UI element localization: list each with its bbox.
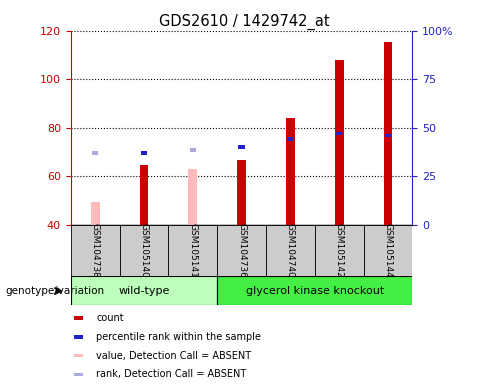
Text: GSM105141: GSM105141 bbox=[188, 223, 197, 278]
Bar bbox=[384, 41, 392, 225]
Text: glycerol kinase knockout: glycerol kinase knockout bbox=[245, 286, 384, 296]
Bar bbox=[74, 335, 83, 339]
Bar bbox=[71, 225, 120, 276]
Bar bbox=[74, 372, 83, 376]
Bar bbox=[239, 145, 244, 149]
Text: rank, Detection Call = ABSENT: rank, Detection Call = ABSENT bbox=[97, 369, 246, 379]
Bar bbox=[217, 225, 266, 276]
Text: GSM105142: GSM105142 bbox=[335, 223, 344, 278]
Bar bbox=[385, 134, 391, 137]
Bar bbox=[336, 132, 342, 135]
Bar bbox=[74, 354, 83, 357]
Bar bbox=[286, 118, 295, 225]
Bar bbox=[217, 276, 412, 305]
Bar bbox=[141, 151, 147, 155]
Text: GSM104738: GSM104738 bbox=[91, 223, 100, 278]
Bar bbox=[287, 137, 293, 141]
Bar bbox=[92, 151, 98, 155]
Text: genotype/variation: genotype/variation bbox=[5, 286, 104, 296]
Bar bbox=[140, 165, 148, 225]
Text: GSM105144: GSM105144 bbox=[384, 223, 392, 278]
Text: value, Detection Call = ABSENT: value, Detection Call = ABSENT bbox=[97, 351, 251, 361]
Text: percentile rank within the sample: percentile rank within the sample bbox=[97, 332, 262, 342]
Bar bbox=[71, 276, 217, 305]
Text: wild-type: wild-type bbox=[118, 286, 170, 296]
Bar bbox=[91, 202, 100, 225]
Text: GDS2610 / 1429742_at: GDS2610 / 1429742_at bbox=[159, 13, 329, 30]
Bar bbox=[168, 225, 217, 276]
Bar bbox=[120, 225, 168, 276]
Bar bbox=[315, 225, 364, 276]
Text: count: count bbox=[97, 313, 124, 323]
Text: GSM105140: GSM105140 bbox=[140, 223, 148, 278]
Bar bbox=[364, 225, 412, 276]
Text: GSM104740: GSM104740 bbox=[286, 223, 295, 278]
Text: GSM104736: GSM104736 bbox=[237, 223, 246, 278]
Bar bbox=[237, 161, 246, 225]
Bar bbox=[190, 148, 196, 152]
Bar bbox=[188, 169, 197, 225]
Bar bbox=[74, 316, 83, 320]
Bar bbox=[266, 225, 315, 276]
Bar bbox=[335, 60, 344, 225]
